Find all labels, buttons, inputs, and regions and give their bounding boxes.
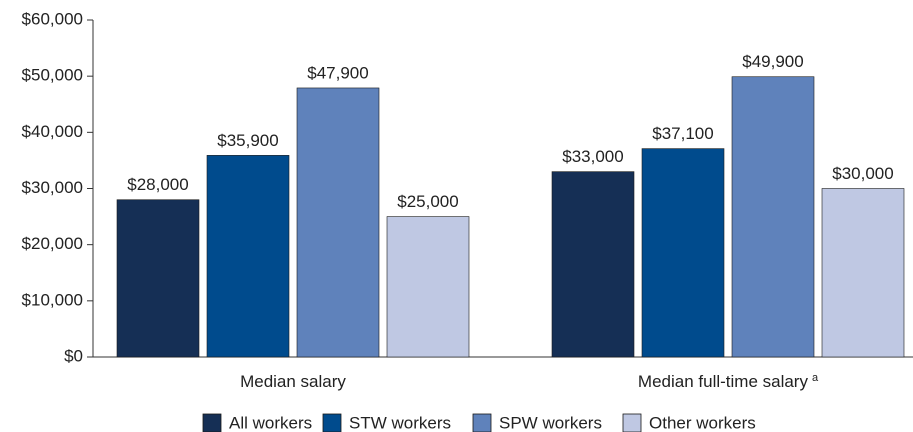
legend-label: SPW workers xyxy=(499,413,602,432)
legend-label: Other workers xyxy=(649,413,756,432)
y-tick-label: $50,000 xyxy=(22,66,83,85)
bar xyxy=(386,216,470,358)
category-name: Median full-time salary xyxy=(638,372,809,391)
legend-label: STW workers xyxy=(349,413,451,432)
legend-label: All workers xyxy=(229,413,312,432)
bar xyxy=(206,155,290,358)
legend-swatch xyxy=(202,413,222,432)
y-tick-label: $40,000 xyxy=(22,122,83,141)
value-label: $35,900 xyxy=(217,131,278,150)
category-name: Median salary xyxy=(240,372,346,391)
x-tick-label: Median salary xyxy=(240,372,346,391)
x-tick-label: Median full-time salary a xyxy=(638,372,819,392)
bar xyxy=(731,76,815,358)
value-label: $37,100 xyxy=(652,124,713,143)
y-tick-label: $0 xyxy=(64,346,83,365)
category-footnote: a xyxy=(812,372,819,384)
legend-swatch xyxy=(622,413,642,432)
bar xyxy=(551,171,635,358)
bar xyxy=(296,87,380,358)
y-tick-label: $20,000 xyxy=(22,234,83,253)
legend-swatch xyxy=(322,413,342,432)
value-label: $47,900 xyxy=(307,63,368,82)
bar xyxy=(821,188,905,358)
value-label: $30,000 xyxy=(832,164,893,183)
bar xyxy=(116,199,200,358)
y-tick-label: $60,000 xyxy=(22,9,83,28)
value-label: $33,000 xyxy=(562,147,623,166)
value-label: $25,000 xyxy=(397,192,458,211)
value-label: $49,900 xyxy=(742,52,803,71)
y-tick-label: $10,000 xyxy=(22,290,83,309)
y-tick-label: $30,000 xyxy=(22,178,83,197)
bar xyxy=(641,148,725,358)
legend-swatch xyxy=(472,413,492,432)
value-label: $28,000 xyxy=(127,175,188,194)
